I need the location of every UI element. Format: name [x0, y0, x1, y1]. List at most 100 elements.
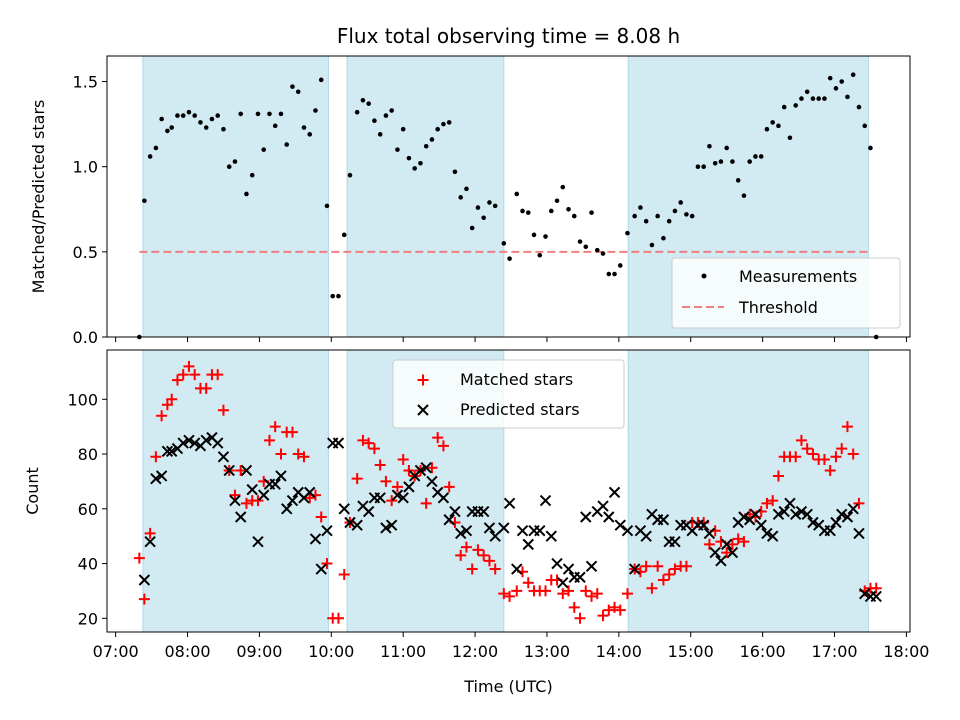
- matched-star-point: [235, 464, 247, 476]
- predicted-star-point: [761, 527, 773, 540]
- matched-star-point: [603, 604, 615, 616]
- measurement-point: [695, 164, 701, 169]
- matched-star-point: [443, 481, 455, 493]
- predicted-star-point: [621, 524, 634, 537]
- predicted-star-point: [608, 486, 621, 499]
- x-tick-label: 10:00: [308, 642, 354, 661]
- matched-star-point: [315, 511, 327, 523]
- measurement-point: [514, 191, 520, 197]
- measurement-point: [142, 198, 147, 204]
- measurement-point: [712, 160, 718, 166]
- matched-star-point: [478, 549, 490, 561]
- legend-matched-symbol: [417, 374, 429, 386]
- matched-star-point: [767, 495, 779, 507]
- predicted-star-point: [830, 516, 842, 529]
- matched-star-point: [150, 451, 162, 463]
- y-tick-label: 1.5: [73, 73, 98, 92]
- predicted-star-point: [321, 524, 333, 537]
- measurement-point: [198, 120, 203, 125]
- measurement-point: [520, 208, 525, 214]
- measurement-point: [787, 135, 793, 141]
- x-tick-label: 11:00: [380, 642, 426, 661]
- matched-star-point: [621, 588, 633, 600]
- predicted-star-point: [229, 494, 241, 507]
- predicted-star-point: [258, 489, 270, 501]
- matched-star-point: [426, 462, 438, 474]
- measurement-point: [330, 293, 336, 299]
- legend-matched-marker: [417, 374, 429, 386]
- predicted-star-point: [720, 538, 733, 551]
- measurement-point: [617, 263, 623, 268]
- measurement-point: [226, 164, 232, 169]
- measurement-point: [318, 77, 324, 83]
- measurement-point: [272, 123, 278, 129]
- matched-star-point: [580, 585, 592, 597]
- top-panel: 0.0 0.5 1.0 1.5 Flux total observing time =…: [29, 24, 911, 347]
- x-tick-label: 13:00: [524, 642, 570, 661]
- predicted-star-point: [155, 470, 168, 482]
- matched-star-point: [298, 451, 310, 463]
- predicted-star-point: [351, 519, 363, 531]
- matched-star-point: [332, 612, 344, 624]
- measurement-point: [501, 241, 507, 246]
- matched-star-point: [522, 577, 534, 589]
- predicted-star-point: [443, 514, 455, 526]
- predicted-star-point: [726, 546, 739, 559]
- predicted-star-point: [138, 574, 151, 586]
- measurement-point: [606, 271, 612, 277]
- measurement-point: [822, 96, 827, 101]
- predicted-star-point: [374, 492, 386, 504]
- measurement-point: [507, 256, 512, 261]
- matched-star-point: [455, 549, 467, 561]
- predicted-star-point: [824, 524, 836, 537]
- predicted-star-point: [801, 508, 813, 520]
- predicted-star-point: [309, 533, 322, 545]
- measurement-point: [377, 132, 383, 137]
- measurement-point: [221, 126, 226, 132]
- measurement-point: [816, 96, 822, 101]
- matched-star-point: [466, 563, 478, 575]
- measurement-point: [244, 191, 249, 197]
- matched-star-point: [511, 585, 523, 597]
- matched-star-point: [286, 426, 298, 438]
- predicted-star-points: [138, 431, 882, 603]
- top-legend-box: [671, 257, 901, 329]
- measurement-point: [525, 210, 531, 215]
- predicted-star-point: [188, 437, 201, 449]
- legend-matched-label: Matched stars: [460, 370, 573, 389]
- measurement-point: [661, 235, 666, 241]
- matched-star-point: [321, 558, 333, 570]
- measurement-point: [833, 86, 839, 91]
- measurement-point: [548, 208, 554, 214]
- chart-title: Flux total observing time = 8.08 h: [337, 24, 680, 48]
- measurement-point: [560, 184, 566, 190]
- measurement-point: [770, 120, 775, 125]
- measurement-point: [313, 108, 318, 113]
- matched-star-point: [870, 582, 882, 594]
- predicted-star-point: [240, 464, 253, 477]
- matched-star-point: [217, 404, 229, 416]
- matched-star-point: [183, 360, 195, 372]
- predicted-star-point: [212, 437, 224, 449]
- predicted-star-point: [789, 508, 802, 520]
- matched-star-point: [646, 582, 658, 594]
- measurement-point: [845, 94, 850, 100]
- measurement-point: [543, 234, 548, 239]
- measurement-point: [341, 232, 347, 238]
- predicted-star-point: [420, 462, 432, 474]
- measurement-point: [804, 89, 810, 95]
- measurement-point: [418, 160, 423, 166]
- measurement-point: [307, 132, 313, 137]
- measurement-point: [868, 145, 873, 151]
- measurement-point: [209, 116, 215, 122]
- predicted-star-point: [304, 486, 316, 499]
- matched-star-point: [212, 369, 224, 381]
- x-tick-label: 08:00: [164, 642, 210, 661]
- matched-star-point: [726, 538, 738, 550]
- matched-star-point: [363, 437, 375, 449]
- measurement-point: [347, 172, 353, 178]
- legend-predicted-label: Predicted stars: [460, 400, 580, 419]
- measurement-point: [537, 252, 543, 258]
- predicted-star-point: [252, 535, 264, 548]
- predicted-star-point: [483, 522, 496, 534]
